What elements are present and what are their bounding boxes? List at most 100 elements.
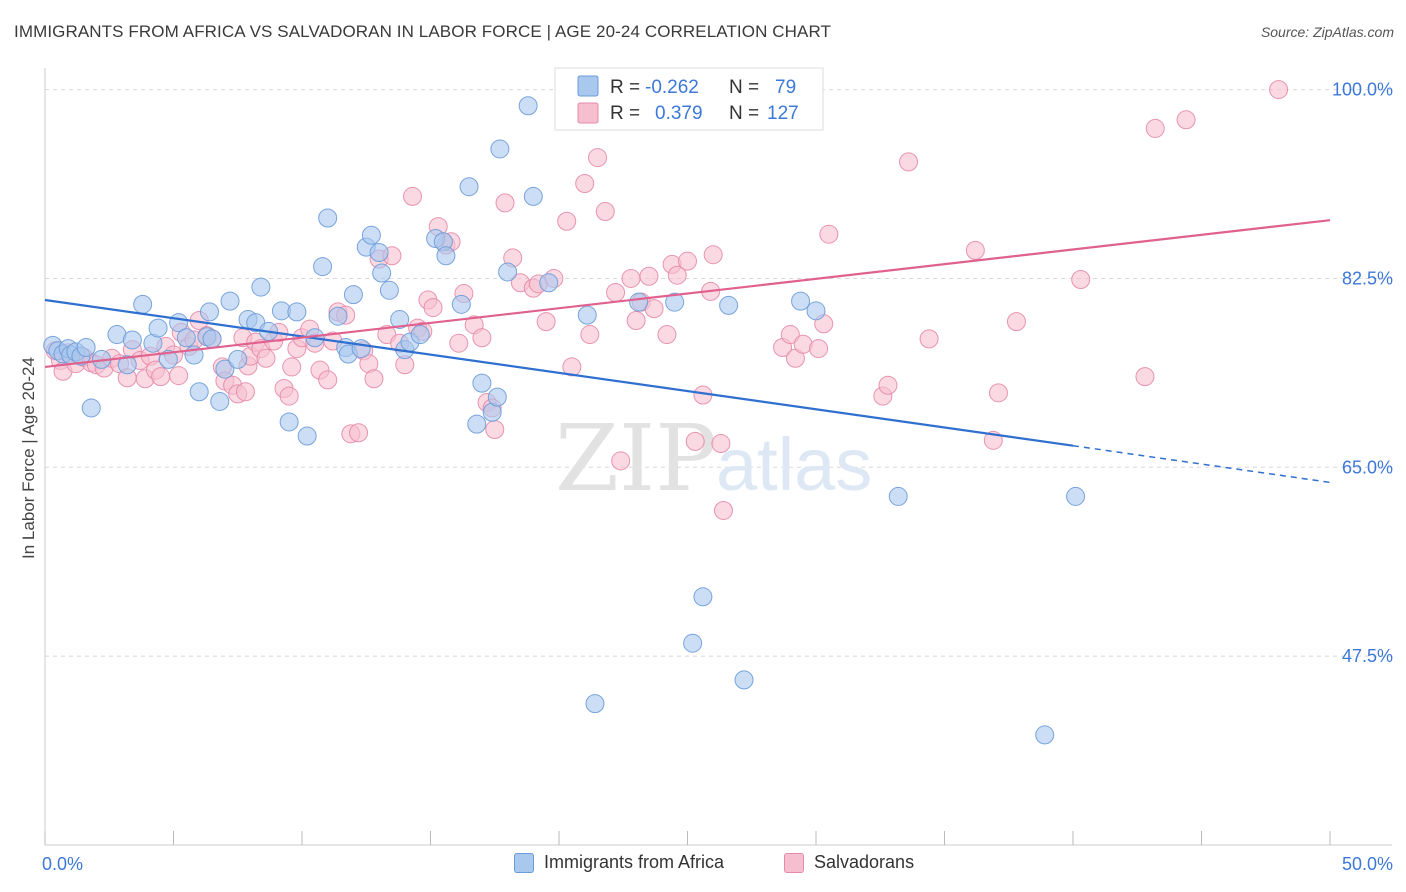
- africa-point-39: [328, 306, 348, 326]
- africa-point-67: [577, 305, 597, 325]
- africa-point-76: [806, 301, 826, 321]
- africa-point-61: [487, 387, 507, 407]
- africa-point-52: [410, 325, 430, 345]
- legend-swatch-salvadorans: [784, 852, 804, 873]
- africa-point-13: [133, 294, 153, 314]
- africa-point-59: [472, 373, 492, 393]
- africa-point-58: [467, 414, 487, 434]
- stats-r-label-pink: R =: [610, 103, 640, 124]
- africa-point-71: [683, 633, 703, 653]
- bottom-legend: Immigrants from Africa Salvadorans: [0, 852, 1406, 878]
- salvadoran-point-70: [449, 333, 469, 353]
- stats-n-label-blue: N =: [729, 77, 759, 98]
- africa-point-11: [117, 355, 137, 375]
- africa-point-42: [343, 285, 363, 305]
- salvadoran-point-116: [899, 152, 919, 172]
- watermark-zip: ZIP: [555, 405, 717, 512]
- africa-point-69: [629, 292, 649, 312]
- africa-point-77: [888, 486, 908, 506]
- legend-label-africa: Immigrants from Africa: [544, 852, 725, 872]
- africa-point-25: [215, 359, 235, 379]
- africa-point-65: [523, 186, 543, 206]
- stats-n-label-pink: N =: [729, 103, 759, 124]
- africa-point-18: [176, 328, 196, 348]
- africa-point-33: [279, 412, 299, 432]
- africa-point-43: [351, 339, 371, 359]
- africa-point-34: [287, 302, 307, 322]
- salvadoran-point-84: [557, 211, 577, 231]
- africa-point-74: [734, 670, 754, 690]
- africa-point-35: [297, 426, 317, 446]
- africa-point-24: [210, 391, 230, 411]
- salvadoran-point-62: [403, 186, 423, 206]
- stats-r-value-pink: 0.379: [655, 103, 703, 124]
- salvadoran-point-37: [256, 348, 276, 368]
- salvadoran-point-48: [318, 370, 338, 390]
- africa-point-26: [220, 291, 240, 311]
- africa-point-78: [1035, 725, 1055, 745]
- trend-layer: [44, 219, 1331, 484]
- salvadoran-point-117: [919, 329, 939, 349]
- salvadoran-point-73: [472, 328, 492, 348]
- x-tick-label-0: 0.0%: [42, 854, 83, 874]
- salvadoran-point-118: [965, 240, 985, 260]
- salvadoran-point-82: [536, 312, 556, 332]
- stats-legend-blue-swatch: [577, 75, 599, 97]
- salvadoran-point-101: [685, 431, 705, 451]
- salvadoran-point-66: [423, 298, 443, 318]
- africa-point-47: [372, 263, 392, 283]
- stats-r-value-blue: -0.262: [645, 77, 699, 98]
- africa-trend-line: [44, 298, 1074, 447]
- africa-point-75: [791, 291, 811, 311]
- africa-point-46: [369, 243, 389, 263]
- africa-point-8: [81, 398, 101, 418]
- salvadoran-point-85: [562, 357, 582, 377]
- africa-point-63: [498, 262, 518, 282]
- salvadoran-point-89: [595, 202, 615, 222]
- legend-item-africa[interactable]: Immigrants from Africa: [514, 852, 724, 873]
- x-tick-label-1: 50.0%: [1342, 854, 1393, 874]
- salvadoran-point-106: [713, 500, 733, 520]
- salvadoran-point-95: [639, 266, 659, 286]
- africa-point-79: [1066, 486, 1086, 506]
- salvadoran-point-88: [588, 148, 608, 168]
- watermark: ZIP atlas: [555, 405, 872, 512]
- salvadoran-point-87: [580, 325, 600, 345]
- africa-point-45: [361, 225, 381, 245]
- africa-point-38: [318, 208, 338, 228]
- axes-layer: [44, 68, 1392, 846]
- stats-n-value-pink: 127: [767, 103, 799, 124]
- africa-point-55: [436, 246, 456, 266]
- y-tick-label-3: 47.5%: [1342, 646, 1393, 666]
- chart-source: Source: ZipAtlas.com: [1260, 24, 1394, 40]
- africa-point-56: [451, 294, 471, 314]
- tick-labels: 100.0% 82.5% 65.0% 47.5% 0.0% 50.0%: [42, 80, 1393, 874]
- salvadoran-point-56: [364, 369, 384, 389]
- salvadoran-point-125: [1176, 110, 1196, 130]
- legend-item-salvadorans[interactable]: Salvadorans: [784, 852, 914, 873]
- salvadoran-point-93: [626, 311, 646, 331]
- salvadoran-point-100: [678, 251, 697, 271]
- stats-legend-frame: [554, 67, 824, 131]
- africa-point-64: [518, 96, 538, 116]
- salvadoran-point-122: [1071, 270, 1091, 290]
- stats-legend-pink-swatch: [577, 102, 599, 124]
- salvadoran-point-105: [711, 434, 731, 454]
- africa-point-62: [490, 139, 510, 159]
- africa-point-16: [158, 349, 178, 369]
- salvadoran-point-97: [657, 325, 677, 345]
- stats-legend: R = -0.262 N = 79 R = 0.379 N = 127: [554, 67, 824, 131]
- africa-points: [43, 96, 1086, 745]
- salvadoran-point-115: [878, 375, 898, 395]
- y-axis-label: In Labor Force | Age 20-24: [19, 357, 38, 559]
- watermark-atlas: atlas: [716, 423, 872, 506]
- salvadoran-point-104: [703, 245, 723, 265]
- salvadoran-point-113: [819, 224, 839, 244]
- salvadoran-point-77: [495, 193, 515, 213]
- salvadoran-point-123: [1135, 367, 1155, 387]
- salvadoran-point-17: [151, 367, 171, 387]
- y-tick-label-0: 100.0%: [1332, 80, 1393, 100]
- salvadoran-point-120: [988, 383, 1008, 403]
- africa-point-70: [665, 292, 685, 312]
